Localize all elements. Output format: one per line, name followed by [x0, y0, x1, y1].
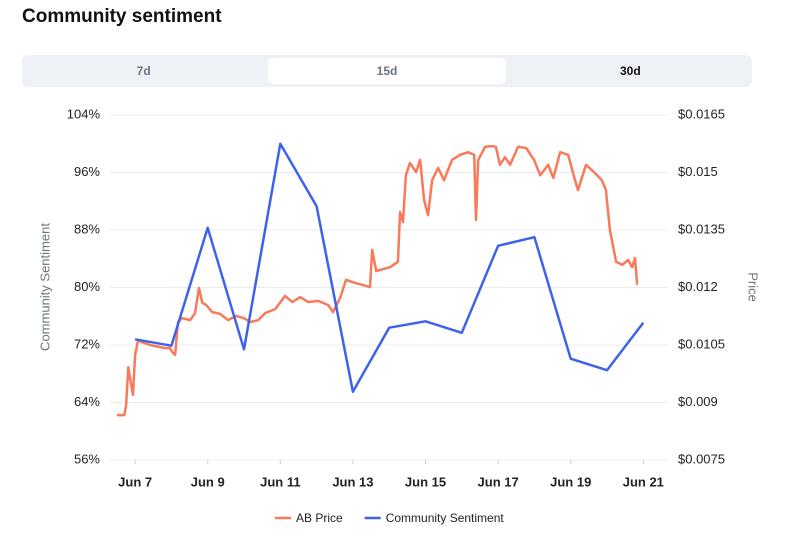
tab[interactable]: 30d [619, 64, 641, 78]
legend-label: AB Price [296, 511, 343, 525]
y-tick-label: 56% [74, 451, 100, 466]
x-tick-label: Jun 15 [405, 474, 446, 489]
y2-tick-label: $0.012 [678, 279, 718, 294]
y-tick-label: 80% [74, 279, 100, 294]
series-line [117, 144, 639, 417]
tab-bar: 7d 15d 30d [22, 55, 752, 87]
x-tick-label: Jun 9 [191, 474, 225, 489]
y2-tick-label: $0.0075 [678, 451, 725, 466]
y2-tick-label: $0.0165 [678, 106, 725, 121]
y2-tick-label: $0.0105 [678, 336, 725, 351]
x-tick-label: Jun 19 [550, 474, 591, 489]
y2-tick-label: $0.0135 [678, 221, 725, 236]
y2-tick-label: $0.009 [678, 394, 718, 409]
y2-tick-label: $0.015 [678, 164, 718, 179]
series-line [134, 142, 645, 393]
tab[interactable]: 15d [268, 58, 506, 84]
y2-axis-title: Price [746, 272, 761, 302]
x-tick-label: Jun 11 [260, 474, 300, 489]
y-tick-label: 72% [74, 336, 100, 351]
x-tick-label: Jun 17 [478, 474, 519, 489]
x-tick-label: Jun 7 [118, 474, 152, 489]
y-tick-label: 64% [74, 394, 100, 409]
x-tick-label: Jun 21 [623, 474, 664, 489]
title: Community sentiment [22, 6, 222, 27]
y-tick-label: 96% [74, 164, 100, 179]
y-tick-label: 104% [67, 106, 101, 121]
tab[interactable]: 7d [136, 64, 151, 78]
y-tick-label: 88% [74, 221, 100, 236]
y-axis-title: Community Sentiment [37, 223, 52, 351]
legend-label: Community Sentiment [386, 511, 505, 525]
x-tick-label: Jun 13 [332, 474, 373, 489]
